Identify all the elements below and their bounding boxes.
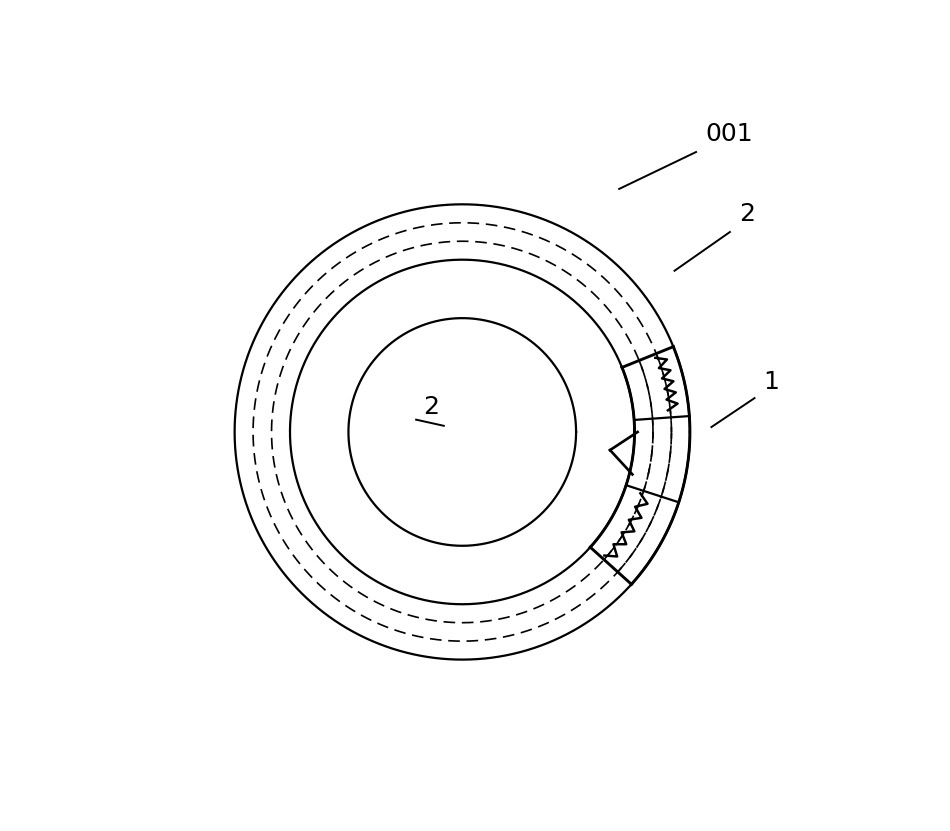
Text: 1: 1 [764, 370, 780, 394]
Text: 2: 2 [424, 396, 440, 420]
Text: 2: 2 [739, 202, 755, 226]
Text: 001: 001 [705, 122, 753, 146]
